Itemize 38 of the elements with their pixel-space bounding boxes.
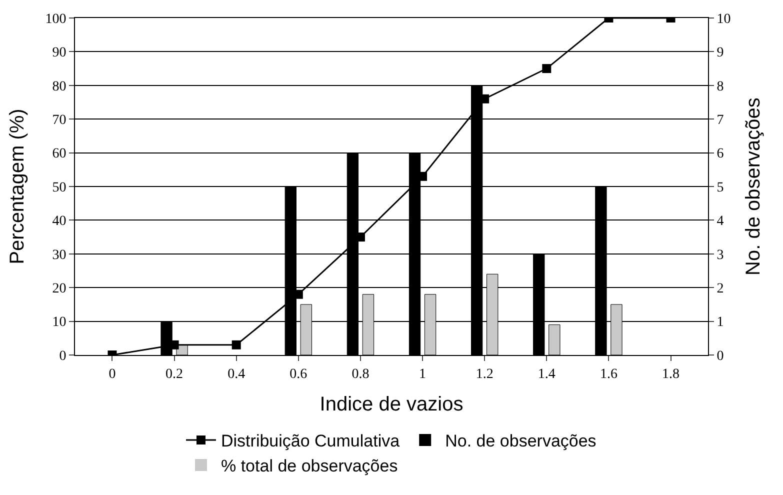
y-tick-label: 50 — [52, 180, 66, 196]
y-tick-label: 60 — [52, 146, 66, 162]
x-tick-label: 0.8 — [352, 366, 370, 382]
x-tick-label: 0 — [108, 366, 116, 382]
x-tick-label: 0.6 — [290, 366, 308, 382]
y2-tick-label: 3 — [716, 248, 724, 263]
y-tick-label: 40 — [52, 214, 66, 230]
y-tick-label: 0 — [59, 348, 66, 364]
y-tick-label: 100 — [45, 12, 66, 27]
y2-tick-label: 6 — [716, 146, 724, 162]
x-tick-label: 0.2 — [166, 366, 184, 382]
legend-label: Distribuição Cumulativa — [221, 432, 400, 451]
y2-tick-label: 10 — [716, 12, 731, 27]
x-tick-label: 1 — [419, 366, 426, 382]
y2-tick-label: 8 — [716, 79, 724, 94]
y2-axis-title: No. de observações — [742, 98, 764, 276]
y-tick-label: 10 — [52, 315, 66, 330]
y-tick-label: 70 — [52, 113, 66, 128]
y2-tick-label: 5 — [716, 180, 724, 196]
x-tick-label: 0.4 — [228, 366, 246, 382]
y-tick-label: 20 — [52, 282, 66, 296]
x-tick-label: 1.2 — [476, 366, 494, 382]
x-tick-label: 1.4 — [538, 366, 556, 382]
x-tick-label: 1.8 — [662, 366, 680, 382]
y2-tick-label: 1 — [716, 315, 724, 330]
y-tick-label: 30 — [52, 248, 66, 263]
legend-label: No. de observações — [445, 432, 596, 451]
legend-label: % total de observações — [221, 456, 398, 476]
y-axis-title: Percentagem (%) — [6, 108, 29, 264]
y-tick-label: 90 — [52, 46, 66, 61]
y2-tick-label: 2 — [716, 282, 724, 296]
x-axis-title: Indice de vazios — [320, 393, 464, 416]
y2-tick-label: 4 — [716, 214, 724, 230]
y-tick-label: 80 — [52, 79, 66, 94]
y2-tick-label: 9 — [716, 46, 724, 61]
y2-tick-label: 0 — [716, 348, 724, 364]
x-tick-label: 1.6 — [600, 366, 618, 382]
y2-tick-label: 7 — [716, 113, 724, 128]
